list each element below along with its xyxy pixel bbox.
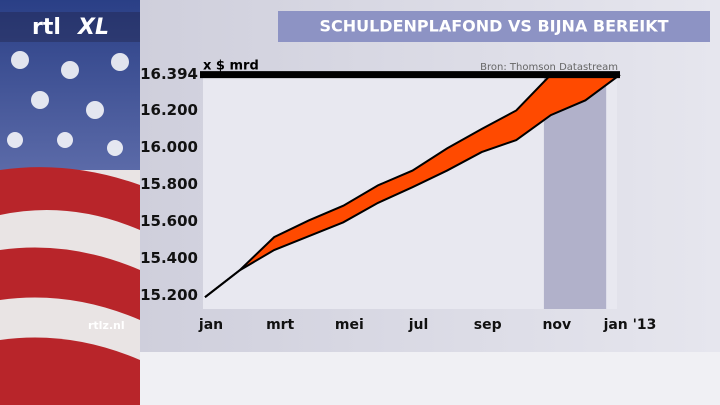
y-tick-label: 15.600 xyxy=(140,212,198,230)
y-tick-label: 15.400 xyxy=(140,249,198,267)
logo: rtl xyxy=(32,15,61,40)
logo-bg xyxy=(0,12,140,42)
website: rtlz.nl xyxy=(88,319,125,332)
y-tick-label: 15.800 xyxy=(140,175,198,193)
y-tick-label: 16.394 xyxy=(140,65,198,83)
chart-title: SCHULDENPLAFOND VS BIJNA BEREIKT xyxy=(319,17,668,36)
source: Bron: Thomson Datastream xyxy=(480,62,618,73)
band-fill xyxy=(205,74,620,298)
x-tick-label: jan xyxy=(198,317,223,333)
x-tick-label: jan '13 xyxy=(603,317,657,333)
x-tick-label: mrt xyxy=(266,317,294,333)
y-tick-label: 16.200 xyxy=(140,101,198,119)
y-tick-label: 16.000 xyxy=(140,138,198,156)
logo: XL xyxy=(76,15,109,40)
flag-stripe xyxy=(0,337,140,405)
x-tick-label: jul xyxy=(408,317,429,333)
y-axis-label: x $ mrd xyxy=(203,59,259,74)
title-bar xyxy=(278,11,710,42)
bottom-strip xyxy=(140,352,720,405)
series-line xyxy=(204,73,621,298)
x-tick-label: mei xyxy=(335,317,364,333)
flag-stripe xyxy=(0,167,140,230)
x-tick-label: sep xyxy=(474,317,502,333)
flag-stripe xyxy=(0,247,140,320)
y-tick-label: 15.200 xyxy=(140,286,198,304)
flag-stars xyxy=(7,51,129,156)
x-tick-label: nov xyxy=(542,317,571,333)
